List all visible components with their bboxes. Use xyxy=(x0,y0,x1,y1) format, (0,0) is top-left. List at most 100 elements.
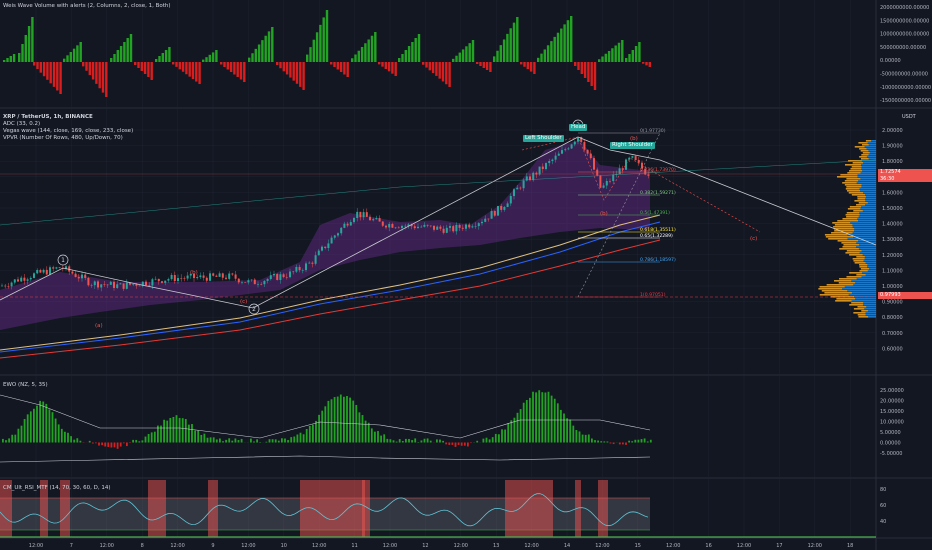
vpvr-bar-up xyxy=(863,302,876,304)
vpvr-bar-down xyxy=(854,200,866,202)
ewo-title[interactable]: EWO (NZ, 5, 35) xyxy=(3,382,48,388)
ewo-histogram-bar xyxy=(203,433,206,443)
fib-level-label: 0.65(1.32289) xyxy=(640,233,673,239)
ewo-histogram-bar xyxy=(296,434,299,443)
candle-body xyxy=(564,149,567,151)
indicator-vpvr[interactable]: VPVR (Number Of Rows, 480, Up/Down, 70) xyxy=(3,135,123,141)
volume-wave-bar xyxy=(485,62,489,70)
ewo-histogram-bar xyxy=(414,438,417,443)
rsi-highlight-zone xyxy=(300,480,365,537)
candle-body xyxy=(260,284,263,285)
wave-c-label: (c) xyxy=(240,299,247,305)
wave-2-marker-text: 2 xyxy=(252,306,256,313)
ewo-histogram-bar xyxy=(522,402,525,443)
indicator-adc[interactable]: ADC (33, 0.2) xyxy=(3,121,41,127)
ewo-histogram-bar xyxy=(132,439,134,443)
vpvr-bar-down xyxy=(860,150,869,152)
candle-body xyxy=(337,233,339,236)
head-label[interactable]: Head xyxy=(569,124,588,131)
volume-axis-tick: 2000000000.00000 xyxy=(880,5,929,11)
symbol-title[interactable]: XRP / TetherUS, 1h, BINANCE xyxy=(3,114,93,120)
rsi-highlight-zone xyxy=(598,480,608,537)
ewo-lower-line xyxy=(0,455,651,463)
ewo-histogram-bar xyxy=(510,420,513,443)
ewo-axis-tick: 5.00000 xyxy=(880,430,901,436)
time-axis-tick: 18 xyxy=(847,543,853,549)
vpvr-bar-down xyxy=(826,284,854,286)
candle-body xyxy=(42,269,45,273)
vpvr-bar-up xyxy=(859,190,876,192)
ewo-histogram-bar xyxy=(349,397,351,443)
volume-axis-tick: 1000000000.00000 xyxy=(880,32,929,38)
volume-wave-bar xyxy=(6,58,9,62)
candle-body xyxy=(583,142,586,150)
ewo-histogram-bar xyxy=(550,395,553,443)
volume-wave-bar xyxy=(631,50,634,62)
vpvr-bar-up xyxy=(844,286,876,288)
volume-wave-bar xyxy=(129,34,133,62)
volume-wave-bar xyxy=(42,62,46,77)
vpvr-bar-down xyxy=(850,168,862,170)
volume-wave-bar xyxy=(537,57,540,62)
vpvr-bar-up xyxy=(851,300,876,302)
ewo-histogram-bar xyxy=(29,411,32,443)
candle-body xyxy=(522,180,525,189)
candle-body xyxy=(554,155,557,160)
vpvr-bar-down xyxy=(853,312,866,314)
time-axis-tick: 10 xyxy=(281,543,287,549)
ewo-histogram-bar xyxy=(572,425,575,443)
vpvr-bar-down xyxy=(858,316,869,318)
candle-body xyxy=(148,285,151,286)
candle-body xyxy=(199,275,202,278)
volume-wave-bar xyxy=(577,62,580,70)
volume-wave-bar xyxy=(546,45,550,62)
rsi-highlight-zone xyxy=(60,480,70,537)
candle-body xyxy=(647,174,650,176)
vpvr-bar-down xyxy=(819,294,849,296)
volume-wave-bar xyxy=(339,62,343,72)
vpvr-bar-up xyxy=(859,188,876,190)
vpvr-bar-up xyxy=(865,196,876,198)
ewo-histogram-bar xyxy=(631,441,634,443)
candle-body xyxy=(196,277,199,279)
candle-body xyxy=(93,281,96,286)
left-shoulder-label[interactable]: Left Shoulder xyxy=(523,135,564,142)
volume-wave-bar xyxy=(489,62,492,72)
vpvr-bar-up xyxy=(862,272,876,274)
vpvr-bar-down xyxy=(859,270,868,272)
ewo-histogram-bar xyxy=(305,428,308,443)
vpvr-bar-down xyxy=(839,278,857,280)
candle-body xyxy=(305,263,307,271)
time-axis-tick: 14 xyxy=(564,543,570,549)
volume-wave-title[interactable]: Weis Wave Volume with alerts (2, Columns… xyxy=(3,3,171,9)
volume-wave-bar xyxy=(441,62,445,82)
ewo-histogram-bar xyxy=(240,438,243,443)
vpvr-bar-up xyxy=(868,144,876,146)
candle-body xyxy=(465,224,467,229)
vpvr-bar-down xyxy=(825,236,854,238)
ewo-histogram-bar xyxy=(460,442,463,446)
ewo-histogram-bar xyxy=(14,434,17,443)
ewo-histogram-bar xyxy=(26,414,29,443)
candle-body xyxy=(237,278,240,283)
ewo-histogram-bar xyxy=(507,423,510,443)
ewo-histogram-bar xyxy=(91,442,94,444)
volume-wave-bar xyxy=(351,58,354,62)
right-shoulder-label[interactable]: Right Shoulder xyxy=(610,142,655,149)
volume-wave-bar xyxy=(261,40,264,62)
candle-body xyxy=(420,226,423,228)
volume-wave-bar xyxy=(185,62,188,75)
candle-body xyxy=(634,156,637,161)
volume-wave-bar xyxy=(158,56,161,62)
rsi-title[interactable]: CM_Ult_RSI_MTF (14, 70, 30, 60, D, 14) xyxy=(3,485,111,491)
candle-body xyxy=(545,163,547,170)
candle-body xyxy=(596,169,599,176)
indicator-vegas-wave[interactable]: Vegas wave (144, close, 169, close, 233,… xyxy=(3,128,134,134)
candle-body xyxy=(468,224,471,228)
vpvr-bar-down xyxy=(852,162,864,164)
volume-wave-bar xyxy=(172,62,175,65)
ewo-histogram-bar xyxy=(600,441,603,443)
ewo-histogram-bar xyxy=(321,410,324,443)
